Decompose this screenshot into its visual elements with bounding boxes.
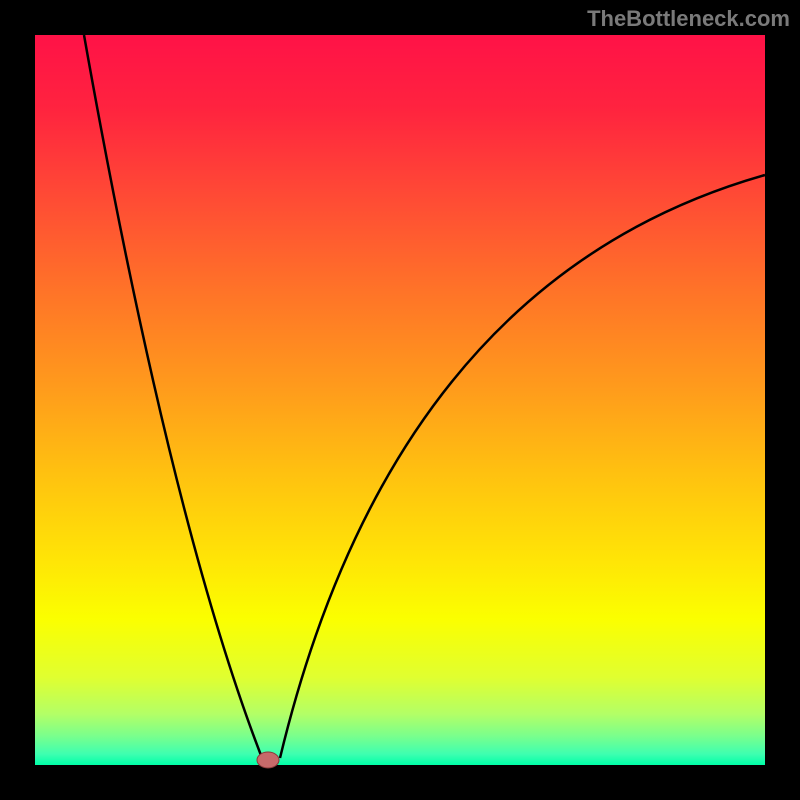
chart-container: TheBottleneck.com xyxy=(0,0,800,800)
curve-path-right xyxy=(280,175,765,758)
minimum-marker xyxy=(257,752,279,768)
curve-path-left xyxy=(84,35,262,758)
curve-layer xyxy=(0,0,800,800)
watermark-text: TheBottleneck.com xyxy=(587,6,790,32)
